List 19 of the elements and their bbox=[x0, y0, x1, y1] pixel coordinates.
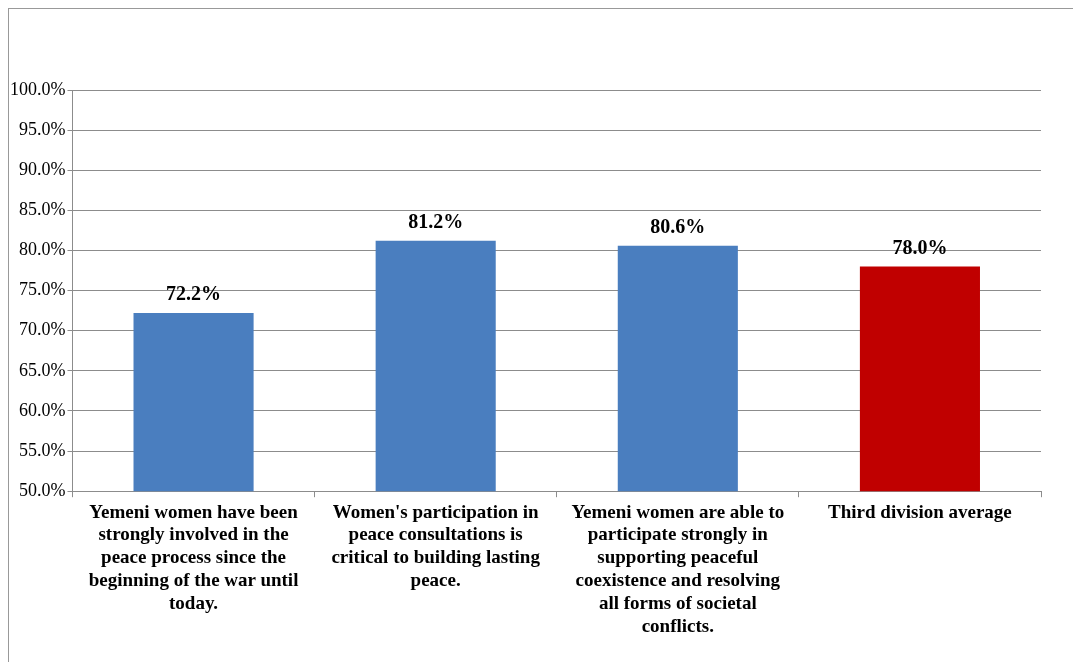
x-tick-label: Women's participation in peace consultations is critical to building lasting peace. bbox=[331, 500, 541, 590]
data-label: 72.2% bbox=[166, 282, 222, 305]
y-tick-label: 80.0% bbox=[18, 239, 66, 260]
y-tick-label: 70.0% bbox=[18, 319, 66, 340]
data-label: 81.2% bbox=[408, 210, 464, 233]
y-tick-label: 90.0% bbox=[18, 158, 66, 179]
y-tick-label: 55.0% bbox=[18, 439, 66, 460]
y-tick-label: 95.0% bbox=[18, 118, 66, 139]
y-tick-label: 75.0% bbox=[18, 279, 66, 300]
y-tick-label: 85.0% bbox=[18, 199, 66, 220]
y-tick-label: 50.0% bbox=[18, 479, 66, 500]
data-label: 80.6% bbox=[650, 214, 706, 237]
x-tick-label: Third division average bbox=[828, 500, 1012, 522]
y-tick-label: 100.0% bbox=[9, 78, 66, 99]
y-tick-label: 65.0% bbox=[18, 359, 66, 380]
x-tick-label: Yemeni women are able to participate strongly in supporting peaceful coexistence and resolving all forms of societal conflicts. bbox=[571, 500, 785, 636]
y-tick-label: 60.0% bbox=[18, 399, 66, 420]
x-tick-label: Yemeni women have been strongly involved in the peace process since the beginning of the war until today. bbox=[88, 500, 299, 613]
data-label: 78.0% bbox=[892, 235, 948, 258]
